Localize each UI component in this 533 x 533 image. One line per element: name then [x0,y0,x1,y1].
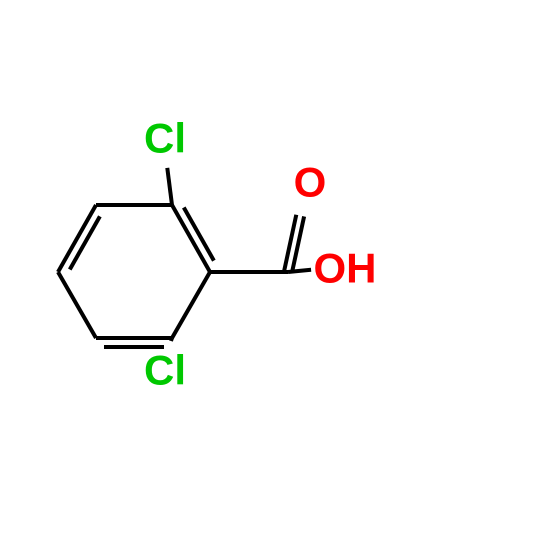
bond-line [172,205,210,272]
atom-label-oh: OH [314,245,377,292]
bond-line [58,205,96,272]
molecule-diagram: Cl Cl O OH [0,0,533,533]
bond-line [172,272,210,338]
bond-line [288,270,311,272]
bond-line [167,168,172,205]
bond-line [58,272,96,338]
atom-label-o1: O [294,159,327,206]
atom-label-cl2: Cl [144,347,186,394]
atom-label-cl1: Cl [144,115,186,162]
